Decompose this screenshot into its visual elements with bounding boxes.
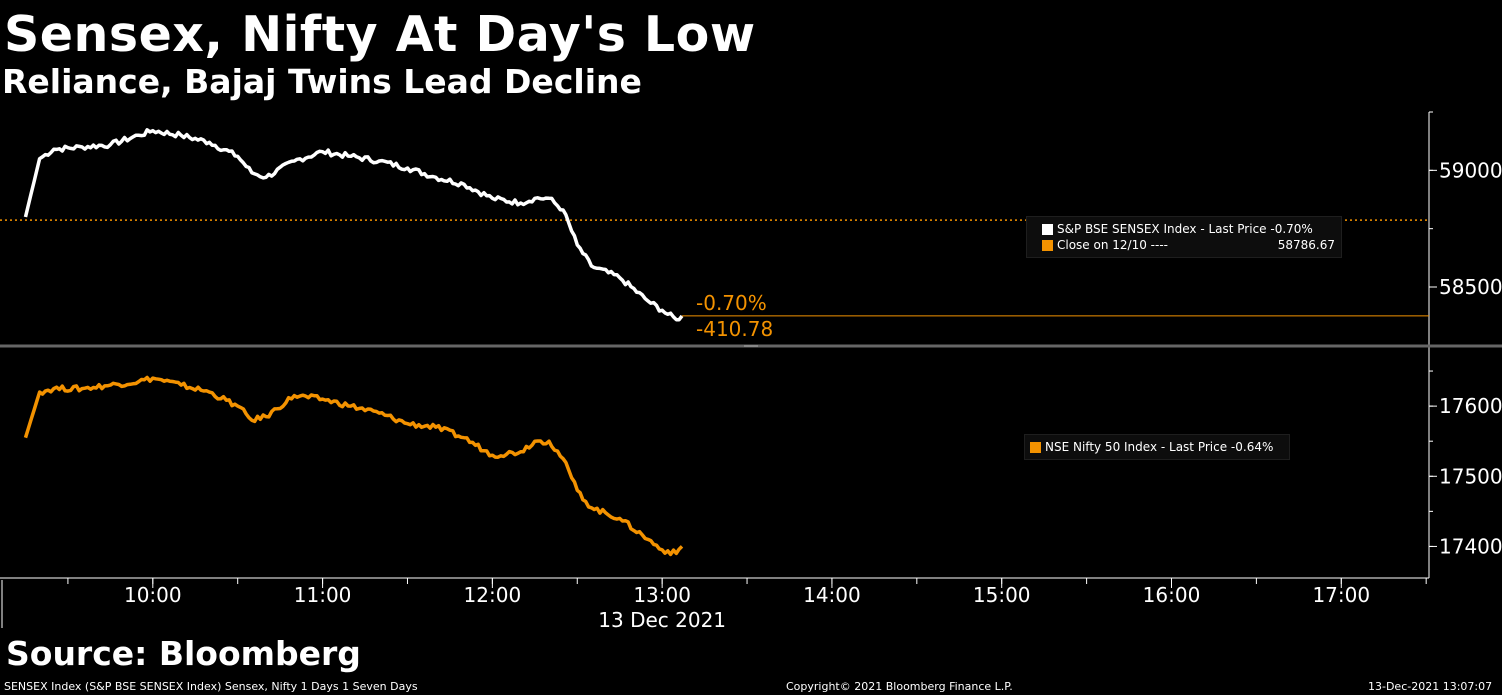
white-swatch-icon <box>1042 223 1053 235</box>
pct-change-label: -0.70% <box>696 291 767 315</box>
orange-swatch-icon <box>1030 441 1041 453</box>
nifty-legend-label: NSE Nifty 50 Index - Last Price -0.64% <box>1045 440 1274 454</box>
x-tick-label: 17:00 <box>1312 583 1370 607</box>
y-tick-label: 17500 <box>1439 464 1502 488</box>
abs-change-label: -410.78 <box>696 317 773 341</box>
chart-title: Sensex, Nifty At Day's Low <box>4 6 756 63</box>
orange-swatch-icon <box>1042 239 1053 251</box>
x-tick-label: 14:00 <box>803 583 861 607</box>
close-legend-value: 58786.67 <box>1277 238 1335 252</box>
x-tick-label: 11:00 <box>294 583 352 607</box>
x-date-label: 13 Dec 2021 <box>598 608 726 632</box>
close-legend-label: Close on 12/10 ---- <box>1057 238 1168 252</box>
x-tick-label: 10:00 <box>124 583 182 607</box>
sensex-legend-entry: S&P BSE SENSEX Index - Last Price -0.70% <box>1042 222 1313 236</box>
x-tick-label: 16:00 <box>1143 583 1201 607</box>
nifty-price-line <box>23 375 684 557</box>
nifty-legend: NSE Nifty 50 Index - Last Price -0.64% <box>1024 434 1290 460</box>
y-tick-label: 58500 <box>1439 275 1502 299</box>
source-label: Source: Bloomberg <box>6 634 361 673</box>
sensex-price-line <box>23 128 684 322</box>
y-tick-label: 17400 <box>1439 534 1502 558</box>
chart-subtitle: Reliance, Bajaj Twins Lead Decline <box>2 62 642 101</box>
x-tick-label: 13:00 <box>633 583 691 607</box>
x-tick-label: 12:00 <box>464 583 522 607</box>
sensex-legend-label: S&P BSE SENSEX Index - Last Price -0.70% <box>1057 222 1313 236</box>
y-tick-label: 59000 <box>1439 158 1502 182</box>
nifty-legend-entry: NSE Nifty 50 Index - Last Price -0.64% <box>1030 440 1273 454</box>
x-tick-label: 15:00 <box>973 583 1031 607</box>
sensex-legend: S&P BSE SENSEX Index - Last Price -0.70%… <box>1026 216 1342 258</box>
footer-left-text: SENSEX Index (S&P BSE SENSEX Index) Sens… <box>4 680 418 693</box>
close-legend-entry: Close on 12/10 ---- <box>1042 238 1168 252</box>
footer-copyright: Copyright© 2021 Bloomberg Finance L.P. <box>786 680 1013 693</box>
y-tick-label: 17600 <box>1439 394 1502 418</box>
footer-timestamp: 13-Dec-2021 13:07:07 <box>1368 680 1493 693</box>
